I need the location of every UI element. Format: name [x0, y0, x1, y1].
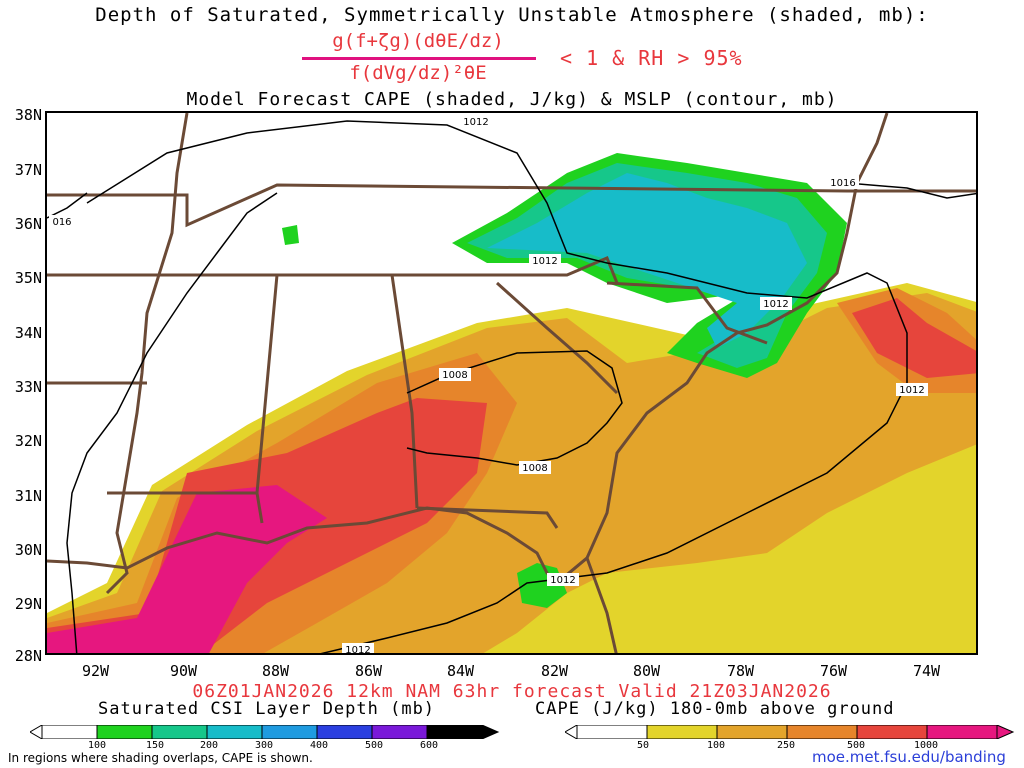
cape-tick-1000: 1000 [914, 740, 939, 751]
isobar-1008 [406, 350, 623, 466]
mississippi-river [105, 113, 189, 595]
map-panel: 1012 1016 1012 1012 1008 1012 1008 1012 … [45, 111, 978, 655]
isobar-1012-north [86, 120, 908, 653]
lon-label-80w: 80W [633, 662, 661, 680]
cape-region-1000 [47, 485, 327, 653]
lon-label-86w: 86W [355, 662, 383, 680]
isobars [47, 120, 976, 653]
forecast-valid-line: 06Z01JAN2026 12km NAM 63hr forecast Vali… [192, 681, 832, 702]
cape-colorbar [565, 725, 1015, 739]
csi-colorbar [30, 725, 500, 739]
geography [47, 113, 976, 653]
lat-label-28n: 28N [14, 647, 42, 665]
csi-legend-title: Saturated CSI Layer Depth (mb) [98, 699, 436, 719]
isobar-1016-ne [846, 182, 976, 199]
cape-tick-500: 500 [847, 740, 866, 751]
lon-label-92w: 92W [82, 662, 110, 680]
csi-tick-300: 300 [255, 740, 274, 751]
lon-label-74w: 74W [913, 662, 941, 680]
state-line-al-ga [390, 274, 419, 509]
isobar-label-1012-east: 1012 [899, 385, 924, 396]
isobar-label-1012-coast: 1012 [763, 299, 788, 310]
state-line-tn-north [47, 183, 976, 228]
lat-label-38n: 38N [14, 106, 42, 124]
csi-bar-seg-4 [261, 725, 318, 739]
lon-label-90w: 90W [170, 662, 198, 680]
lat-label-33n: 33N [14, 378, 42, 396]
lat-label-32n: 32N [14, 432, 42, 450]
cape-bar-seg-4 [856, 725, 928, 739]
map-title: Depth of Saturated, Symmetrically Unstab… [95, 4, 929, 26]
csi-bar-seg-5 [316, 725, 373, 739]
csi-bar-seg-7 [426, 725, 483, 739]
cape-bar-arrow-left [565, 725, 578, 739]
csi-tick-150: 150 [146, 740, 165, 751]
formula-criterion: < 1 & RH > 95% [560, 46, 743, 70]
formula-denominator: f(dVg/dz)²θE [349, 62, 487, 84]
overlap-note: In regions where shading overlaps, CAPE … [8, 751, 313, 765]
csi-shading [282, 153, 847, 608]
csi-tick-400: 400 [310, 740, 329, 751]
csi-region-300 [487, 173, 807, 348]
cape-bar-seg-0 [576, 725, 648, 739]
lat-label-30n: 30N [14, 541, 42, 559]
cape-shading [47, 283, 976, 653]
lat-label-34n: 34N [14, 324, 42, 342]
map-canvas: 1012 1016 1012 1012 1008 1012 1008 1012 … [47, 113, 976, 655]
csi-bar-seg-6 [371, 725, 428, 739]
csi-tick-100: 100 [88, 740, 107, 751]
cape-tick-100: 100 [707, 740, 726, 751]
florida-peninsula [556, 555, 618, 653]
state-line-ga-sc [495, 281, 619, 395]
source-url[interactable]: moe.met.fsu.edu/banding [812, 748, 1006, 766]
lat-label-36n: 36N [14, 215, 42, 233]
lat-label-31n: 31N [14, 487, 42, 505]
csi-tick-500: 500 [365, 740, 384, 751]
cape-bar-arrow-right [996, 725, 1015, 739]
isobar-label-1008-north: 1008 [442, 370, 467, 381]
lon-label-82w: 82W [541, 662, 569, 680]
csi-bar-arrow-left [30, 725, 43, 739]
csi-region-green-3 [282, 225, 299, 245]
lat-label-29n: 29N [14, 595, 42, 613]
lat-label-35n: 35N [14, 269, 42, 287]
state-line-nc-sc [606, 281, 768, 345]
isobar-label-1012-north: 1012 [463, 117, 488, 128]
isobar-label-1016-west: 016 [52, 217, 71, 228]
isobar-label-1016-ne: 1016 [830, 178, 855, 189]
formula-numerator: g(f+ζg)(dθE/dz) [332, 30, 504, 52]
cape-tick-50: 50 [637, 740, 650, 751]
state-line-tn-south [47, 256, 619, 284]
csi-bar-seg-0 [41, 725, 98, 739]
csi-tick-200: 200 [200, 740, 219, 751]
cape-bar-seg-1 [646, 725, 718, 739]
isobar-labels: 1012 1016 1012 1012 1008 1012 1008 1012 … [49, 115, 928, 655]
map-subtitle: Model Forecast CAPE (shaded, J/kg) & MSL… [186, 89, 838, 110]
lat-label-37n: 37N [14, 161, 42, 179]
cape-bar-seg-5 [926, 725, 998, 739]
formula-fraction-bar [302, 57, 536, 60]
state-line-ga-fl [416, 506, 559, 529]
isobar-label-1008-south: 1008 [522, 463, 547, 474]
cape-bar-seg-2 [716, 725, 788, 739]
cape-bar-seg-3 [786, 725, 858, 739]
lon-label-76w: 76W [820, 662, 848, 680]
lon-label-84w: 84W [447, 662, 475, 680]
cape-legend-title: CAPE (J/kg) 180-0mb above ground [535, 699, 895, 719]
lon-label-88w: 88W [262, 662, 290, 680]
lon-label-78w: 78W [727, 662, 755, 680]
isobar-1012-west [66, 192, 278, 653]
isobar-label-1012-florida: 1012 [550, 575, 575, 586]
csi-tick-600: 600 [420, 740, 439, 751]
csi-bar-seg-3 [206, 725, 263, 739]
cape-region-500-east [852, 298, 976, 378]
isobar-1016-west [47, 192, 88, 219]
isobar-label-1012-south: 1012 [345, 645, 370, 655]
csi-bar-arrow-right [481, 725, 500, 739]
cape-tick-250: 250 [777, 740, 796, 751]
csi-bar-seg-1 [96, 725, 153, 739]
isobar-label-1012-carolina: 1012 [532, 256, 557, 267]
csi-bar-seg-2 [151, 725, 208, 739]
